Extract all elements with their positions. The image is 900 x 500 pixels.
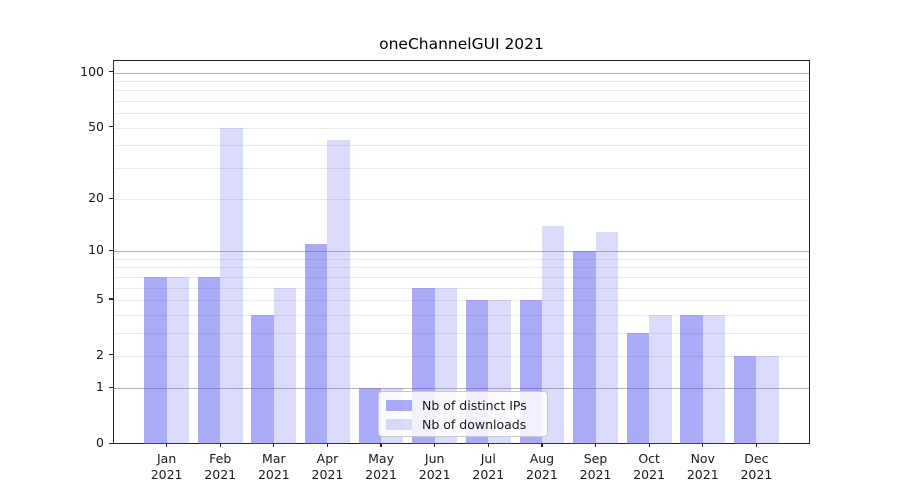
x-tick-label: Jul 2021 bbox=[472, 451, 505, 482]
gridline-minor bbox=[114, 145, 809, 147]
x-tick-label: Oct 2021 bbox=[633, 451, 666, 482]
y-tick bbox=[109, 71, 113, 73]
y-tick bbox=[109, 442, 113, 444]
x-tick-label: Jan 2021 bbox=[150, 451, 183, 482]
y-tick-label: 50 bbox=[88, 118, 104, 134]
y-tick-label: 5 bbox=[96, 291, 104, 307]
gridline-minor bbox=[114, 300, 809, 302]
bar-distinct-ips-mar bbox=[251, 314, 274, 445]
y-tick-label: 2 bbox=[96, 346, 104, 362]
bar-downloads-mar bbox=[273, 287, 297, 445]
x-tick-label: Aug 2021 bbox=[526, 451, 558, 482]
bar-distinct-ips-dec bbox=[733, 355, 757, 445]
gridline-minor bbox=[114, 267, 809, 269]
bar-distinct-ips-sep bbox=[573, 251, 596, 445]
bar-downloads-oct bbox=[649, 314, 672, 445]
gridline-minor bbox=[114, 314, 809, 316]
bar-distinct-ips-oct bbox=[626, 332, 650, 445]
legend-item-distinct-ips: Nb of distinct IPs bbox=[386, 397, 540, 413]
plot-area bbox=[113, 60, 810, 445]
x-tick bbox=[755, 443, 757, 448]
y-tick bbox=[109, 249, 113, 251]
y-tick-label: 1 bbox=[96, 379, 104, 395]
gridline-minor bbox=[114, 113, 809, 115]
bar-distinct-ips-may bbox=[358, 388, 382, 445]
legend-item-downloads: Nb of downloads bbox=[386, 416, 540, 432]
gridline-minor bbox=[114, 101, 809, 103]
bar-distinct-ips-jan bbox=[144, 276, 167, 445]
y-tick bbox=[109, 197, 113, 199]
y-tick-label: 10 bbox=[88, 242, 104, 258]
bar-downloads-sep bbox=[595, 231, 618, 445]
x-tick bbox=[273, 443, 275, 448]
bar-distinct-ips-feb bbox=[197, 276, 221, 445]
y-tick-label: 100 bbox=[80, 63, 104, 79]
gridline-minor bbox=[114, 332, 809, 334]
bar-downloads-dec bbox=[756, 355, 779, 445]
gridline-major bbox=[114, 388, 809, 390]
bar-downloads-nov bbox=[702, 314, 726, 445]
gridline-minor bbox=[114, 355, 809, 357]
bar-downloads-apr bbox=[327, 139, 350, 445]
x-tick bbox=[541, 443, 543, 448]
gridline-minor bbox=[114, 127, 809, 129]
x-tick-label: Dec 2021 bbox=[740, 451, 773, 482]
gridline-minor bbox=[114, 167, 809, 169]
legend-swatch-distinct-ips bbox=[386, 399, 412, 411]
x-tick-label: Mar 2021 bbox=[257, 451, 290, 482]
x-tick bbox=[166, 443, 168, 448]
bar-distinct-ips-apr bbox=[305, 244, 328, 445]
y-tick bbox=[109, 386, 113, 389]
gridline-minor bbox=[114, 287, 809, 289]
x-tick bbox=[594, 443, 597, 448]
x-tick bbox=[380, 443, 382, 448]
legend-label-distinct-ips: Nb of distinct IPs bbox=[422, 397, 527, 413]
y-tick-label: 20 bbox=[88, 190, 104, 206]
gridline-minor bbox=[114, 81, 809, 83]
legend-label-downloads: Nb of downloads bbox=[422, 416, 527, 432]
bar-downloads-jan bbox=[166, 276, 189, 445]
x-tick bbox=[434, 443, 436, 448]
y-tick-label: 0 bbox=[96, 435, 104, 451]
x-tick-label: Feb 2021 bbox=[204, 451, 237, 482]
gridline-minor bbox=[114, 258, 809, 260]
x-tick bbox=[487, 443, 489, 448]
gridline-minor bbox=[114, 276, 809, 278]
x-tick-label: May 2021 bbox=[365, 451, 397, 482]
y-tick bbox=[109, 126, 113, 128]
x-tick-label: Jun 2021 bbox=[418, 451, 451, 482]
x-tick-label: Sep 2021 bbox=[579, 451, 612, 482]
x-tick bbox=[648, 443, 650, 448]
x-tick-label: Apr 2021 bbox=[311, 451, 344, 482]
legend-swatch-downloads bbox=[386, 418, 412, 430]
x-tick bbox=[219, 443, 221, 448]
gridline-major bbox=[114, 251, 809, 253]
gridline-minor bbox=[114, 90, 809, 92]
x-tick bbox=[702, 443, 704, 448]
legend: Nb of distinct IPs Nb of downloads bbox=[378, 391, 548, 437]
bar-downloads-feb bbox=[220, 127, 243, 445]
chart-title: oneChannelGUI 2021 bbox=[379, 35, 544, 53]
y-tick bbox=[109, 354, 113, 356]
bar-downloads-aug bbox=[541, 226, 565, 445]
gridline-major bbox=[114, 72, 809, 74]
gridline-minor bbox=[114, 199, 809, 201]
x-tick bbox=[326, 443, 329, 448]
y-tick bbox=[109, 298, 113, 300]
bar-distinct-ips-nov bbox=[680, 314, 703, 445]
x-tick-label: Nov 2021 bbox=[686, 451, 719, 482]
